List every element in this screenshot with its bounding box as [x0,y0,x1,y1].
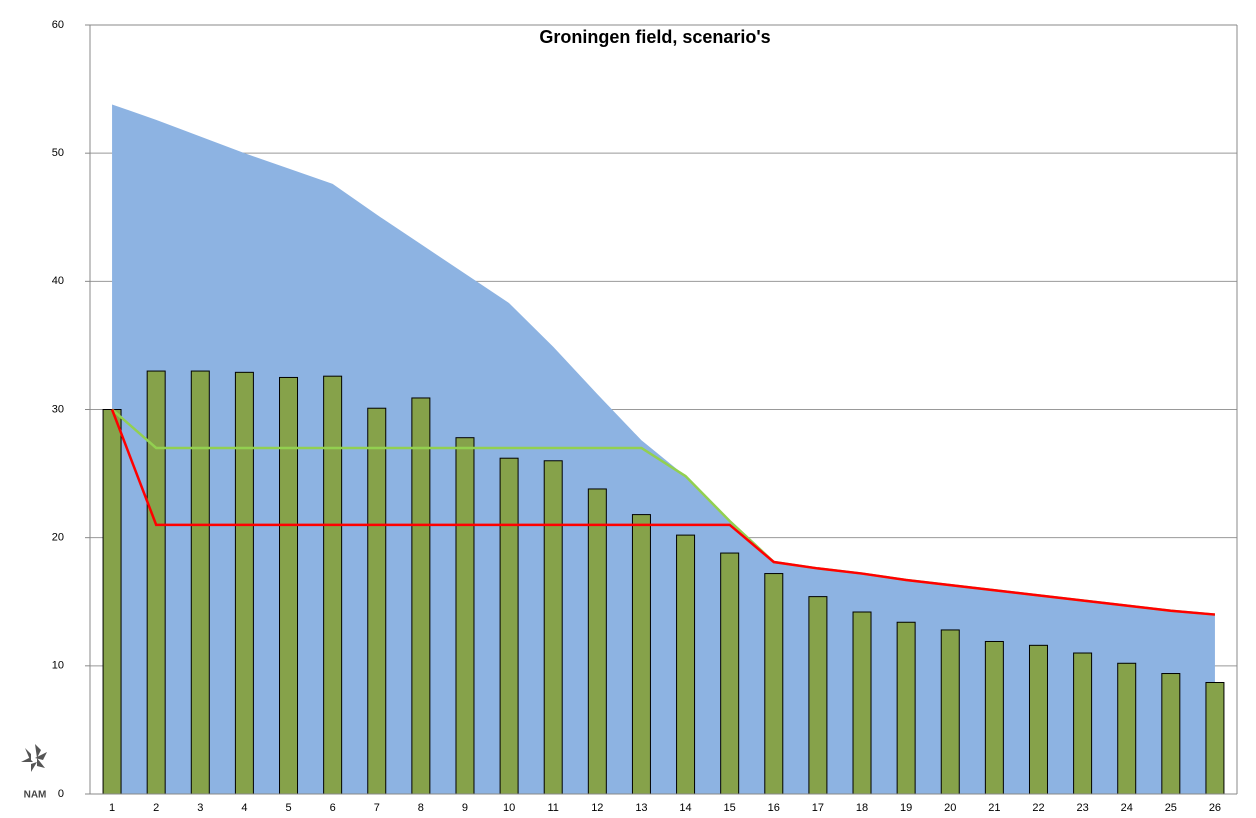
bar [1205,681,1225,795]
bar [587,488,607,795]
y-tick-label: 10 [52,660,64,672]
x-tick-label: 26 [1209,802,1221,814]
x-tick-label: 13 [635,802,647,814]
line [110,409,1216,616]
bar [234,371,254,795]
x-tick-label: 6 [330,802,336,814]
x-tick-label: 12 [591,802,603,814]
bar [367,407,387,795]
bar [940,629,960,795]
x-tick-label: 15 [724,802,736,814]
bar [1073,652,1093,795]
x-tick-label: 24 [1121,802,1133,814]
y-tick-label: 50 [52,147,64,159]
y-tick-label: 40 [52,275,64,287]
x-tick-label: 16 [768,802,780,814]
x-tick-label: 20 [944,802,956,814]
x-tick-label: 1 [109,802,115,814]
x-tick-label: 7 [374,802,380,814]
bar [852,611,872,795]
logo-text: NAM [24,790,47,801]
bar [1161,673,1181,795]
bar [323,375,343,795]
bar [764,573,784,795]
bar [499,457,519,795]
bar [808,596,828,795]
x-tick-label: 5 [285,802,291,814]
x-tick-label: 14 [679,802,691,814]
y-tick-label: 0 [58,788,64,800]
bar [676,534,696,795]
bar [411,397,431,795]
x-tick-label: 11 [548,802,559,814]
logo-icon [21,744,47,772]
chart-title: Groningen field, scenario's [539,27,770,47]
bar [146,370,166,795]
y-tick-label: 60 [52,19,64,31]
x-tick-label: 8 [418,802,424,814]
y-tick-label: 20 [52,532,64,544]
area [112,104,1215,795]
x-tick-label: 22 [1032,802,1044,814]
bar [896,621,916,795]
x-tick-label: 21 [988,802,1000,814]
bar [1117,662,1137,795]
x-tick-label: 19 [900,802,912,814]
x-tick-label: 9 [462,802,468,814]
bar [279,376,299,795]
y-tick-label: 30 [52,403,64,415]
logo [21,744,47,772]
x-tick-label: 23 [1076,802,1088,814]
bar [1028,644,1048,795]
x-tick-label: 2 [153,802,159,814]
bar [720,552,740,795]
x-tick-label: 25 [1165,802,1177,814]
bar [631,514,651,795]
bar [543,460,563,795]
x-tick-label: 10 [503,802,515,814]
bar [102,409,122,795]
bar [984,640,1004,795]
x-tick-label: 17 [812,802,824,814]
x-tick-label: 4 [241,802,247,814]
x-tick-label: 18 [856,802,868,814]
bar [190,370,210,795]
bar [455,437,475,795]
x-tick-label: 3 [197,802,203,814]
